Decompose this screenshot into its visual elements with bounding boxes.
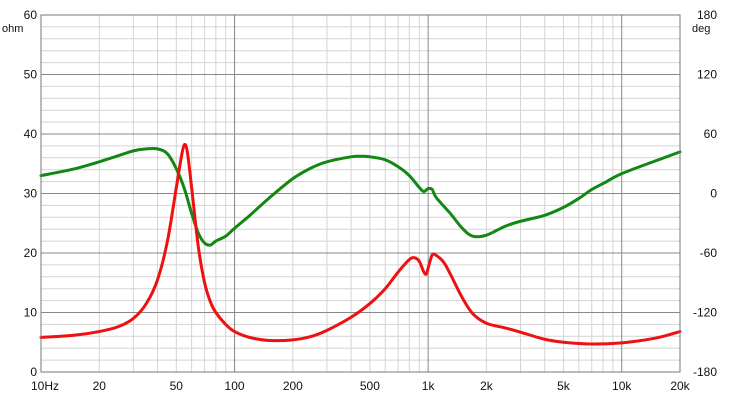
x-tick-label: 1k (422, 379, 436, 393)
x-tick-label: 20 (93, 379, 107, 393)
left-tick-label: 0 (30, 365, 37, 379)
left-tick-label: 30 (24, 187, 38, 201)
left-tick-label: 10 (24, 306, 38, 320)
left-tick-label: 20 (24, 246, 38, 260)
x-tick-label: 10k (612, 379, 632, 393)
right-axis-tick-labels: -180 -120 -60 0 60 120 180 (693, 8, 717, 379)
right-tick-label: 120 (697, 68, 717, 82)
left-tick-label: 60 (24, 8, 38, 22)
left-tick-label: 50 (24, 68, 38, 82)
left-axis-tick-labels: 0 10 20 30 40 50 60 (24, 8, 38, 379)
x-tick-label: 50 (170, 379, 184, 393)
right-axis-unit: deg (692, 23, 710, 35)
right-tick-label: 180 (697, 8, 717, 22)
series-layer (39, 142, 682, 346)
left-tick-label: 40 (24, 127, 38, 141)
right-tick-label: -60 (700, 246, 718, 260)
x-tick-label: 2k (480, 379, 494, 393)
x-tick-label: 20k (670, 379, 690, 393)
right-tick-label: 0 (710, 187, 717, 201)
x-tick-label: 500 (360, 379, 380, 393)
x-tick-label: 100 (225, 379, 245, 393)
x-tick-label: 5k (557, 379, 571, 393)
right-tick-label: -180 (693, 365, 717, 379)
impedance-line (39, 142, 682, 346)
left-axis-unit: ohm (2, 23, 23, 35)
right-tick-label: -120 (693, 306, 717, 320)
x-axis-tick-labels: 10Hz 20 50 100 200 500 1k 2k 5k 10k 20k (31, 379, 691, 393)
right-tick-label: 60 (704, 127, 718, 141)
phase-line (39, 146, 682, 247)
major-grid (41, 15, 680, 372)
plot-frame (40, 14, 681, 373)
x-tick-label: 10Hz (31, 379, 59, 393)
x-tick-label: 200 (283, 379, 303, 393)
